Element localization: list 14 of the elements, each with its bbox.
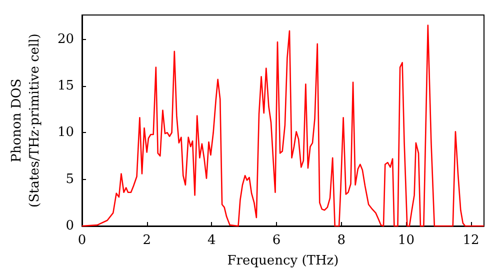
y-tick-label: 20 — [57, 32, 74, 47]
x-tick-label: 2 — [142, 233, 151, 248]
y-tick-label: 15 — [57, 78, 74, 94]
x-tick-label: 6 — [272, 233, 281, 248]
y-tick-label: 5 — [66, 172, 74, 187]
y-tick-label: 10 — [57, 125, 74, 140]
y-axis-title: Phonon DOS (States/THz·primitive cell) — [10, 33, 42, 208]
x-tick-label: 4 — [208, 233, 216, 248]
x-tick-label: 8 — [337, 233, 346, 248]
x-tick-label: 10 — [398, 233, 414, 248]
x-axis-title: Frequency (THz) — [227, 253, 339, 268]
x-tick-label: 0 — [78, 233, 86, 248]
x-tick-label: 12 — [462, 233, 480, 248]
y-tick-label: 0 — [66, 218, 74, 234]
